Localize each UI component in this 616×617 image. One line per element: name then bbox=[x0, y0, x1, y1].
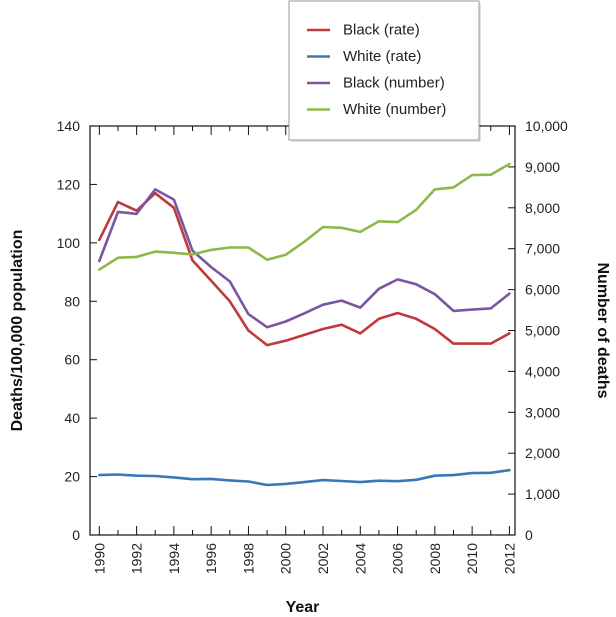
x-tick-label: 1992 bbox=[129, 543, 145, 574]
y-left-tick-label: 20 bbox=[64, 469, 80, 485]
x-tick-label: 1990 bbox=[91, 543, 107, 574]
y-left-tick-label: 80 bbox=[64, 293, 80, 309]
plot-lines bbox=[98, 162, 511, 487]
x-tick-label: 1996 bbox=[203, 543, 219, 574]
y-right-axis-title: Number of deaths bbox=[594, 262, 611, 398]
x-tick-label: 2002 bbox=[315, 543, 331, 574]
y-right-tick-label: 9,000 bbox=[525, 159, 560, 175]
x-tick-label: 2006 bbox=[390, 543, 406, 574]
y-right-tick-label: 0 bbox=[525, 527, 533, 543]
series-line-2 bbox=[98, 188, 511, 329]
ticks: 1990 1992 1994 1996 1998 2000 2002 2004 2006 2008… bbox=[57, 118, 568, 574]
x-tick-label: 2008 bbox=[427, 543, 443, 574]
series-line-1 bbox=[98, 468, 511, 487]
y-left-tick-label: 100 bbox=[57, 235, 81, 251]
y-right-tick-label: 3,000 bbox=[525, 404, 560, 420]
legend-item-label: Black (number) bbox=[343, 75, 445, 92]
legend-item-label: White (number) bbox=[343, 101, 446, 118]
legend-item-label: Black (rate) bbox=[343, 22, 420, 39]
y-right-tick-label: 6,000 bbox=[525, 282, 560, 298]
y-left-tick-label: 0 bbox=[72, 527, 80, 543]
y-right-tick-label: 5,000 bbox=[525, 323, 560, 339]
y-left-tick-label: 140 bbox=[57, 118, 81, 134]
y-right-tick-label: 4,000 bbox=[525, 363, 560, 379]
x-tick-label: 2000 bbox=[278, 543, 294, 574]
x-tick-label: 1994 bbox=[166, 543, 182, 574]
y-left-tick-label: 60 bbox=[64, 352, 80, 368]
x-tick-label: 2010 bbox=[464, 543, 480, 574]
y-left-tick-label: 120 bbox=[57, 176, 81, 192]
x-tick-label: 2004 bbox=[352, 543, 368, 574]
x-tick-label: 2012 bbox=[501, 543, 517, 574]
legend-item-label: White (rate) bbox=[343, 48, 421, 65]
y-left-axis-title: Deaths/100,000 population bbox=[9, 230, 26, 432]
series-line-0 bbox=[98, 191, 511, 347]
x-axis-title: Year bbox=[286, 599, 320, 616]
y-right-tick-label: 10,000 bbox=[525, 118, 568, 134]
x-tick-label: 1998 bbox=[240, 543, 256, 574]
axis-titles: Year Deaths/100,000 population Number of d… bbox=[9, 230, 611, 616]
y-right-tick-label: 8,000 bbox=[525, 200, 560, 216]
y-right-tick-label: 7,000 bbox=[525, 241, 560, 257]
legend-box bbox=[288, 0, 480, 141]
y-left-tick-label: 40 bbox=[64, 410, 80, 426]
y-right-tick-label: 2,000 bbox=[525, 445, 560, 461]
series-line-3 bbox=[98, 162, 511, 271]
legend[interactable]: Black (rate) White (rate) Black (number) Wh… bbox=[288, 0, 481, 142]
y-right-tick-label: 1,000 bbox=[525, 486, 560, 502]
